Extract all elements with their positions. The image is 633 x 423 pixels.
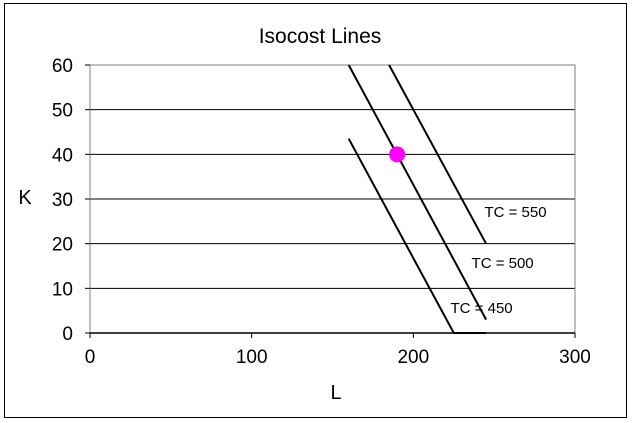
y-axis-label: K — [18, 187, 32, 209]
y-tick-label: 20 — [52, 235, 73, 256]
optimal-point-marker — [389, 146, 406, 163]
chart-frame — [4, 3, 627, 418]
y-tick-label: 50 — [52, 101, 73, 122]
x-tick-label: 100 — [236, 347, 268, 368]
series-labels: TC = 550 TC = 500 TC = 450 — [451, 204, 547, 317]
highlight-layer — [389, 146, 406, 163]
x-tick-label: 0 — [85, 347, 96, 368]
isocost-line-2 — [388, 64, 487, 245]
chart-title: Isocost Lines — [259, 25, 382, 48]
series-label: TC = 550 — [484, 204, 546, 221]
series-label: TC = 500 — [472, 255, 534, 272]
y-tick-label: 10 — [52, 279, 73, 300]
isocost-line-0 — [347, 138, 487, 334]
y-axis-ticks: 0 10 20 30 40 50 60 — [52, 56, 90, 345]
x-tick-label: 300 — [559, 347, 591, 368]
gridlines — [90, 109, 575, 289]
y-tick-label: 0 — [62, 324, 73, 345]
x-tick-label: 200 — [397, 347, 429, 368]
y-tick-label: 40 — [52, 145, 73, 166]
series-lines — [347, 64, 487, 334]
x-axis-ticks: 0 100 200 300 — [85, 333, 591, 368]
isocost-line-1 — [347, 64, 487, 321]
y-tick-label: 60 — [52, 56, 73, 77]
x-axis-label: L — [330, 382, 341, 404]
series-label: TC = 450 — [451, 300, 513, 317]
y-tick-label: 30 — [52, 190, 73, 211]
